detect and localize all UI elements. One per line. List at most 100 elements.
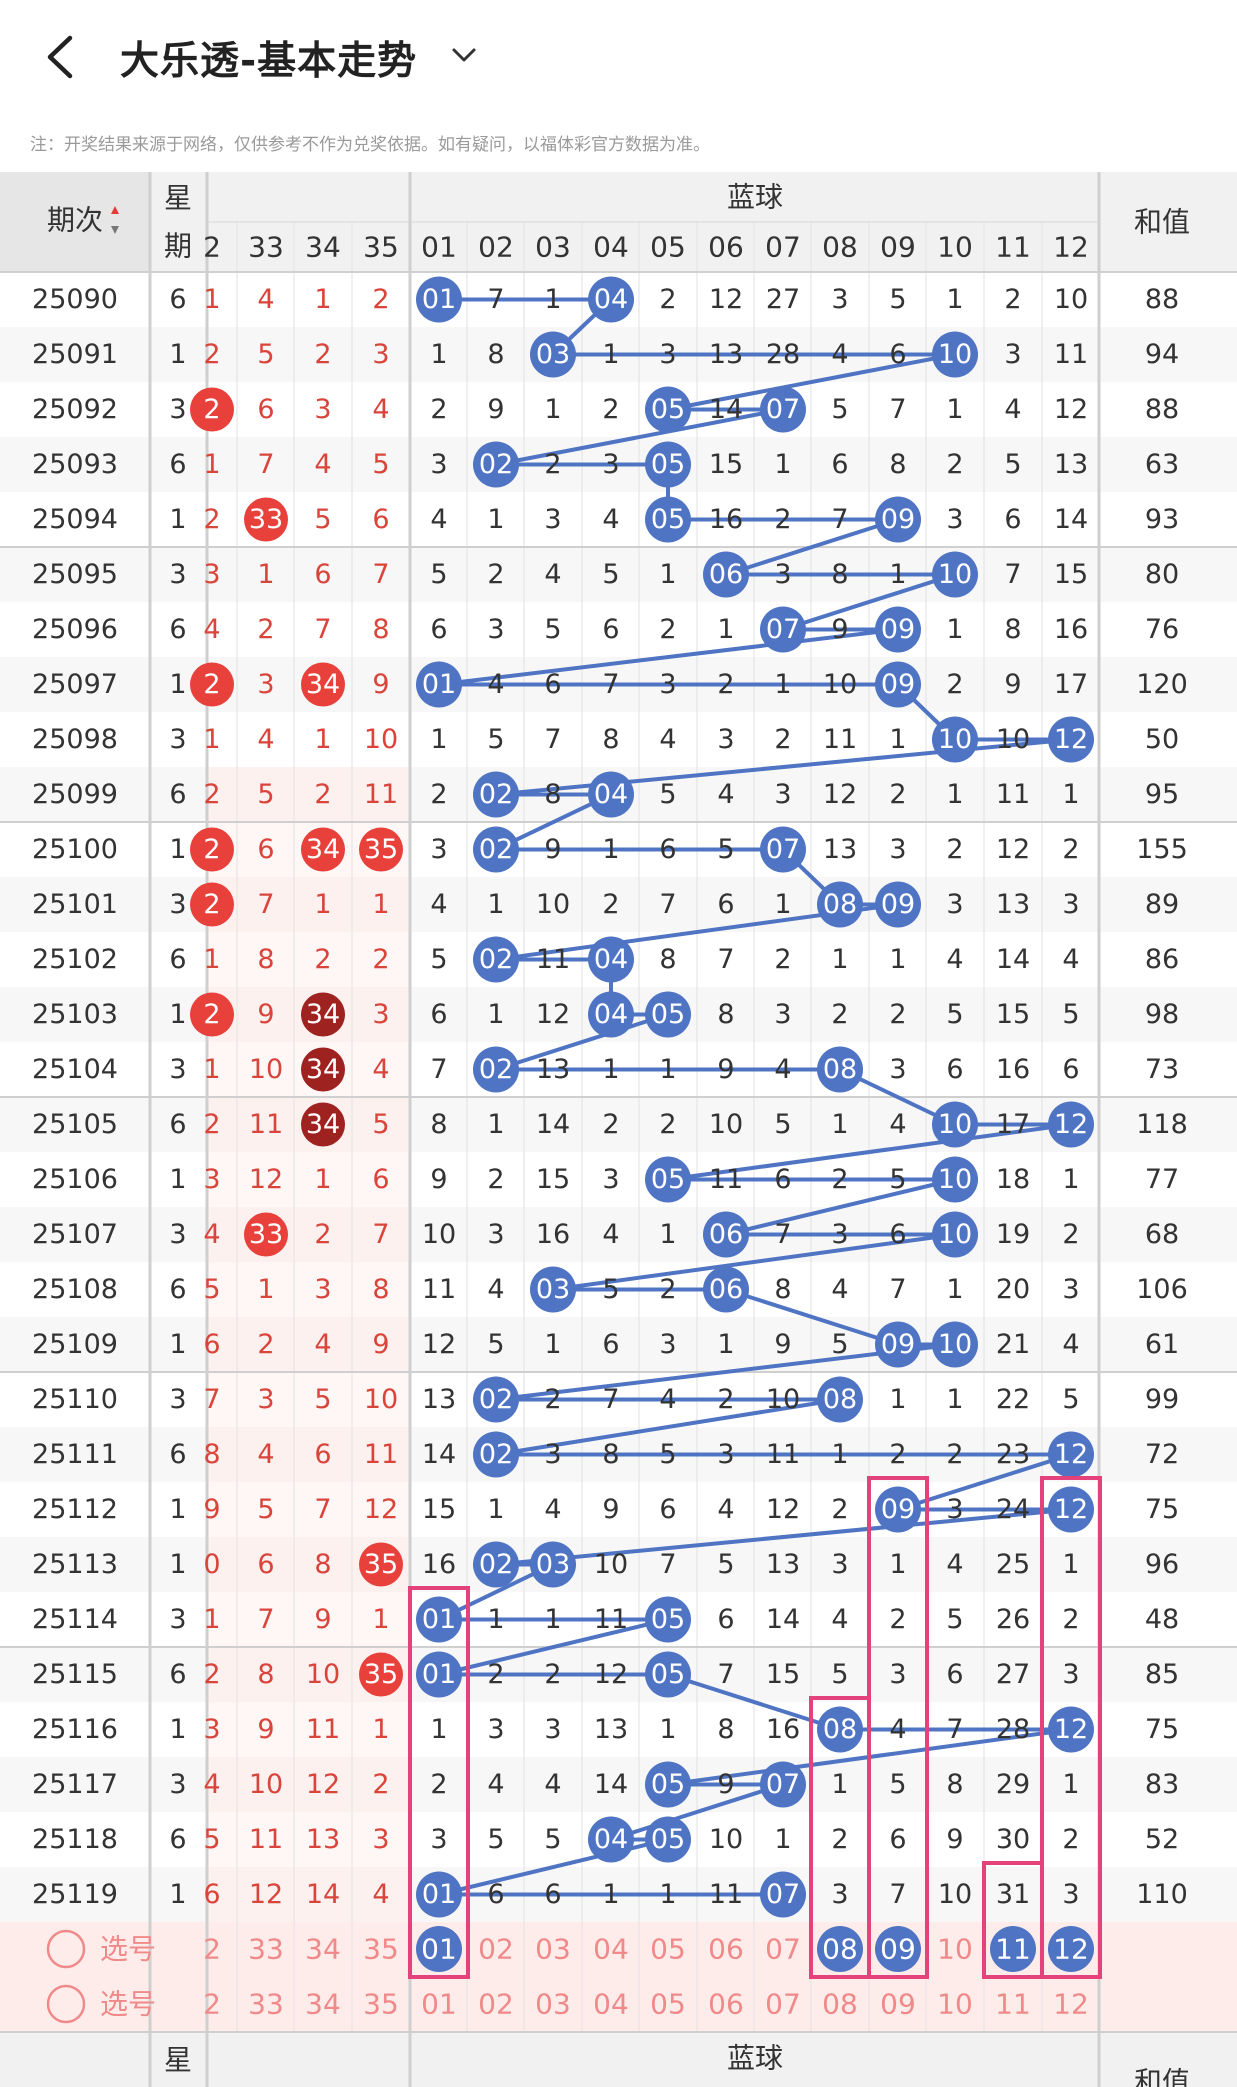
blue-cell: 1 <box>889 724 906 755</box>
select-blue-number[interactable]: 03 <box>535 1988 571 2021</box>
blue-ball-number: 12 <box>1054 1494 1088 1525</box>
blue-cell: 2 <box>774 944 791 975</box>
select-blue-number[interactable]: 02 <box>478 1933 514 1966</box>
selected-blue-ball[interactable] <box>416 1926 462 1972</box>
sum-cell: 52 <box>1145 1824 1179 1855</box>
front-cell: 13 <box>306 1824 340 1855</box>
select-front-number[interactable]: 35 <box>363 1933 399 1966</box>
blue-cell: 2 <box>430 1769 447 1800</box>
blue-cell: 3 <box>831 1879 848 1910</box>
column-header-front: 35 <box>363 231 399 264</box>
select-blue-number[interactable]: 02 <box>478 1988 514 2021</box>
blue-cell: 8 <box>659 944 676 975</box>
select-blue-number[interactable]: 04 <box>593 1988 629 2021</box>
column-header-period[interactable]: 期次 <box>47 204 103 237</box>
blue-cell: 11 <box>709 1164 743 1195</box>
select-blue-number[interactable]: 06 <box>708 1988 744 2021</box>
blue-cell: 7 <box>889 1274 906 1305</box>
blue-cell: 6 <box>831 449 848 480</box>
selected-blue-ball[interactable] <box>875 1926 921 1972</box>
blue-cell: 3 <box>1004 339 1021 370</box>
blue-ball-number: 01 <box>422 1879 456 1910</box>
period-cell: 25090 <box>32 284 118 315</box>
select-front-number[interactable]: 33 <box>248 1988 284 2021</box>
period-cell: 25093 <box>32 449 118 480</box>
red-ball <box>301 662 345 707</box>
select-blue-number[interactable]: 05 <box>650 1933 686 1966</box>
front-cell: 3 <box>203 1164 220 1195</box>
blue-ball <box>1048 1431 1094 1478</box>
front-cell: 10 <box>249 1769 283 1800</box>
select-front-number[interactable]: 2 <box>203 1933 221 1966</box>
select-blue-number[interactable]: 11 <box>995 1988 1031 2021</box>
selected-blue-number[interactable]: 09 <box>880 1933 916 1966</box>
select-blue-number[interactable]: 04 <box>593 1933 629 1966</box>
select-blue-number[interactable]: 01 <box>421 1988 457 2021</box>
sort-up-icon[interactable] <box>111 206 119 214</box>
select-label[interactable]: 选号 <box>100 1988 156 2021</box>
select-blue-number[interactable]: 09 <box>880 1988 916 2021</box>
select-blue-number[interactable]: 10 <box>937 1933 973 1966</box>
select-front-number[interactable]: 33 <box>248 1933 284 1966</box>
front-cell: 4 <box>257 724 274 755</box>
front-cell: 8 <box>257 944 274 975</box>
blue-cell: 13 <box>823 834 857 865</box>
sort-down-icon[interactable] <box>111 226 119 234</box>
back-arrow-icon[interactable] <box>40 32 80 82</box>
blue-ball-number: 09 <box>881 504 915 535</box>
blue-ball-number: 05 <box>651 1604 685 1635</box>
selected-blue-number[interactable]: 11 <box>995 1933 1031 1966</box>
selected-blue-ball[interactable] <box>817 1926 863 1972</box>
select-radio[interactable] <box>46 1929 86 1969</box>
red-ball <box>190 662 234 707</box>
select-front-number[interactable]: 35 <box>363 1988 399 2021</box>
blue-cell: 10 <box>1054 284 1088 315</box>
blue-ball <box>817 1046 863 1093</box>
blue-ball <box>875 661 921 708</box>
select-blue-number[interactable]: 08 <box>822 1988 858 2021</box>
blue-cell: 15 <box>709 449 743 480</box>
chevron-down-icon[interactable] <box>450 45 478 65</box>
front-cell: 0 <box>203 1549 220 1580</box>
blue-cell: 1 <box>774 449 791 480</box>
select-blue-number[interactable]: 07 <box>765 1933 801 1966</box>
blue-cell: 14 <box>536 1109 570 1140</box>
blue-ball <box>817 1706 863 1753</box>
select-front-number[interactable]: 2 <box>203 1988 221 2021</box>
blue-cell: 6 <box>544 1879 561 1910</box>
select-front-number[interactable]: 34 <box>305 1933 341 1966</box>
blue-cell: 11 <box>422 1274 456 1305</box>
select-blue-number[interactable]: 05 <box>650 1988 686 2021</box>
front-cell: 1 <box>203 724 220 755</box>
select-blue-number[interactable]: 06 <box>708 1933 744 1966</box>
page-title[interactable]: 大乐透-基本走势 <box>120 39 418 84</box>
blue-ball <box>530 1541 576 1588</box>
select-blue-number[interactable]: 07 <box>765 1988 801 2021</box>
selected-blue-ball[interactable] <box>990 1926 1036 1972</box>
blue-cell: 4 <box>659 1384 676 1415</box>
selected-blue-ball[interactable] <box>1048 1926 1094 1972</box>
blue-cell: 4 <box>1004 394 1021 425</box>
front-cell: 4 <box>314 1329 331 1360</box>
blue-cell: 2 <box>946 834 963 865</box>
select-front-number[interactable]: 34 <box>305 1988 341 2021</box>
blue-cell: 13 <box>1054 449 1088 480</box>
selected-blue-number[interactable]: 01 <box>421 1933 457 1966</box>
select-blue-number[interactable]: 12 <box>1053 1988 1089 2021</box>
front-cell: 6 <box>314 559 331 590</box>
blue-cell: 4 <box>544 1494 561 1525</box>
weekday-cell: 6 <box>169 779 186 810</box>
blue-cell: 15 <box>422 1494 456 1525</box>
blue-ball <box>588 1816 634 1863</box>
blue-cell: 1 <box>602 1879 619 1910</box>
blue-cell: 6 <box>946 1659 963 1690</box>
select-radio[interactable] <box>46 1984 86 2024</box>
blue-cell: 5 <box>487 1329 504 1360</box>
select-blue-number[interactable]: 10 <box>937 1988 973 2021</box>
selected-blue-number[interactable]: 08 <box>822 1933 858 1966</box>
select-label[interactable]: 选号 <box>100 1933 156 1966</box>
select-blue-number[interactable]: 03 <box>535 1933 571 1966</box>
blue-cell: 28 <box>996 1714 1030 1745</box>
blue-cell: 2 <box>1062 1604 1079 1635</box>
selected-blue-number[interactable]: 12 <box>1053 1933 1089 1966</box>
